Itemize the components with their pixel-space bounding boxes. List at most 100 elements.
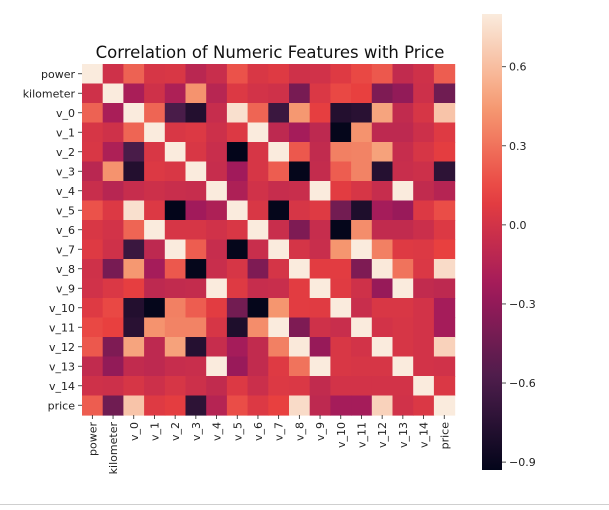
heatmap-cell (309, 239, 331, 260)
heatmap-cell (392, 356, 414, 377)
heatmap-cell (82, 200, 104, 221)
heatmap-cell (433, 142, 456, 163)
heatmap-cell (206, 239, 228, 260)
heatmap-cell (330, 220, 352, 241)
heatmap-cell (289, 142, 311, 163)
y-tick-label: v_12 (49, 341, 75, 354)
heatmap-cell (309, 395, 331, 416)
heatmap-cell (392, 298, 414, 319)
heatmap-cell (330, 356, 352, 377)
heatmap-cell (82, 142, 104, 163)
heatmap-cell (82, 83, 104, 104)
y-tick-label: v_4 (56, 185, 75, 198)
heatmap-cell (351, 142, 373, 163)
y-tick-label: v_2 (56, 146, 75, 159)
heatmap-cell (206, 181, 228, 202)
heatmap-cell (413, 298, 435, 319)
heatmap-cell (371, 122, 394, 143)
heatmap-cell (351, 64, 373, 85)
heatmap-cell (102, 376, 124, 397)
x-tick-label: v_11 (355, 422, 368, 448)
heatmap-cell (247, 64, 269, 85)
heatmap-cell (433, 259, 456, 280)
heatmap-cell (413, 239, 435, 260)
x-tick-label: kilometer (107, 422, 120, 475)
heatmap-cell (413, 259, 435, 280)
heatmap-cell (330, 181, 352, 202)
heatmap-cell (206, 376, 228, 397)
heatmap-cell (351, 239, 373, 260)
x-tick-label: v_8 (293, 422, 306, 441)
heatmap-cell (226, 103, 249, 124)
heatmap-cell (309, 337, 331, 358)
heatmap-cell (371, 142, 394, 163)
x-tick-label: v_0 (128, 422, 141, 441)
heatmap-cell (392, 259, 414, 280)
x-tick-label: v_2 (169, 422, 182, 441)
heatmap-cell (82, 337, 104, 358)
heatmap-cell (185, 103, 207, 124)
heatmap-cell (82, 239, 104, 260)
x-tick-label: v_7 (273, 422, 286, 441)
heatmap-cell (82, 64, 104, 85)
heatmap-cell (371, 356, 394, 377)
heatmap-cell (123, 103, 145, 124)
heatmap-cell (102, 64, 124, 85)
heatmap-cell (247, 200, 269, 221)
heatmap-cell (330, 376, 352, 397)
heatmap-cell (164, 395, 187, 416)
heatmap-cell (309, 259, 331, 280)
heatmap-cell (268, 200, 290, 221)
heatmap-cell (268, 83, 290, 104)
heatmap-cell (82, 376, 104, 397)
heatmap-cell (82, 122, 104, 143)
heatmap-cell (123, 317, 145, 338)
heatmap-cell (82, 298, 104, 319)
heatmap-cell (185, 239, 207, 260)
y-tick-label: v_0 (56, 107, 75, 120)
heatmap-cell (226, 376, 249, 397)
y-tick-label: power (41, 68, 75, 81)
heatmap-cell (392, 142, 414, 163)
heatmap-cell (371, 64, 394, 85)
heatmap-cell (102, 239, 124, 260)
colorbar-tick-label: −0.9 (509, 456, 536, 469)
heatmap-cell (82, 103, 104, 124)
heatmap-cell (144, 161, 166, 182)
heatmap-cell (433, 200, 456, 221)
heatmap-cell (268, 239, 290, 260)
heatmap-cell (82, 395, 104, 416)
heatmap-cell (185, 122, 207, 143)
heatmap-cell (226, 200, 249, 221)
heatmap-cell (226, 298, 249, 319)
heatmap-cell (392, 161, 414, 182)
heatmap-cell (268, 278, 290, 299)
heatmap-cell (102, 356, 124, 377)
y-tick-label: v_1 (56, 126, 75, 139)
heatmap-cell (185, 259, 207, 280)
x-tick-label: v_12 (376, 422, 389, 448)
heatmap-cell (164, 239, 187, 260)
heatmap-cell (433, 122, 456, 143)
heatmap-cell (123, 161, 145, 182)
heatmap-cell (392, 200, 414, 221)
heatmap-cell (144, 337, 166, 358)
heatmap-cell (206, 83, 228, 104)
heatmap-cell (268, 64, 290, 85)
heatmap-cell (102, 259, 124, 280)
x-tick-label: v_6 (252, 422, 265, 441)
x-tick-label: v_4 (211, 422, 224, 441)
heatmap-cell (330, 337, 352, 358)
heatmap-cell (206, 298, 228, 319)
heatmap-cell (392, 181, 414, 202)
heatmap-cell (392, 278, 414, 299)
heatmap-cell (413, 142, 435, 163)
heatmap-cell (123, 64, 145, 85)
heatmap-cell (206, 337, 228, 358)
heatmap-cell (247, 278, 269, 299)
heatmap-cell (351, 376, 373, 397)
heatmap-cell (123, 337, 145, 358)
heatmap-cell (392, 103, 414, 124)
heatmap-cell (185, 337, 207, 358)
heatmap-cell (102, 278, 124, 299)
